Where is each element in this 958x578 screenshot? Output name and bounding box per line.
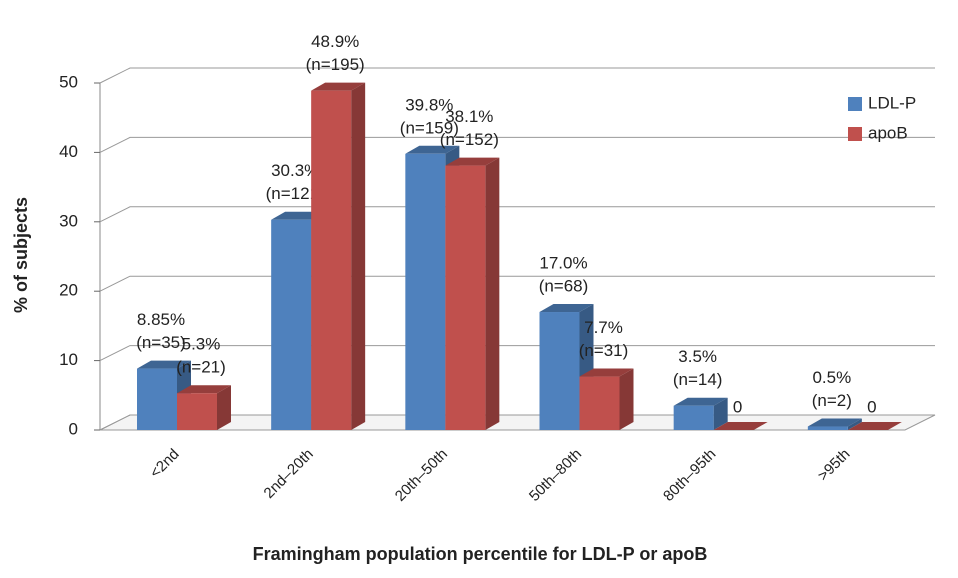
data-label: 30.3%: [271, 161, 319, 180]
grid-line: [99, 67, 935, 84]
data-label: 48.9%: [311, 32, 359, 51]
y-tick-label: 10: [59, 350, 78, 369]
x-axis-title: Framingham population percentile for LDL…: [253, 544, 708, 564]
y-tick-label: 40: [59, 142, 78, 161]
bar-side: [217, 385, 231, 430]
bar-top: [405, 145, 460, 154]
bar-top: [807, 418, 862, 427]
bar: [539, 312, 580, 430]
data-label: (n=152): [440, 130, 499, 149]
y-axis-title: % of subjects: [11, 197, 31, 313]
bar-top: [311, 82, 366, 91]
bar-top: [177, 385, 231, 394]
data-label: 5.3%: [182, 335, 221, 354]
bar-top: [445, 157, 500, 166]
bar-top: [137, 360, 191, 369]
bar: [271, 219, 312, 430]
y-tick-label: 20: [59, 281, 78, 300]
bar-side: [485, 157, 500, 430]
grid-line: [99, 345, 935, 362]
data-label: (n=21): [176, 358, 226, 377]
bar-top: [847, 422, 902, 430]
data-label: 8.85%: [137, 310, 185, 329]
x-tick-label: >95th: [815, 446, 854, 485]
bar-top: [539, 304, 594, 313]
bar-side: [619, 368, 634, 430]
bar: [405, 153, 446, 430]
x-tick-label: 50th–80th: [526, 446, 585, 505]
x-tick-label: 2nd–20th: [261, 446, 317, 502]
x-tick-label: 80th–95th: [660, 446, 719, 505]
bar: [807, 426, 848, 430]
data-label: 17.0%: [539, 254, 587, 273]
bar-top: [579, 368, 634, 377]
grid-line: [99, 136, 935, 153]
bar: [445, 165, 486, 430]
bar: [673, 405, 714, 430]
y-tick-label: 30: [59, 211, 78, 230]
bar-side: [351, 82, 366, 430]
bar-side: [847, 418, 862, 430]
legend-swatch: [848, 127, 862, 141]
data-label: (n=68): [539, 277, 589, 296]
data-label: (n=31): [579, 341, 629, 360]
y-tick-label: 50: [59, 72, 78, 91]
data-label: 7.7%: [584, 318, 623, 337]
data-label: (n=121): [266, 184, 325, 203]
data-label: (n=195): [306, 55, 365, 74]
grid-line: [99, 206, 935, 223]
data-label: (n=14): [673, 370, 723, 389]
bar-top: [673, 397, 728, 406]
y-tick-label: 0: [69, 419, 78, 438]
legend-label: apoB: [868, 123, 908, 142]
data-label: (n=159): [400, 118, 459, 137]
bar: [137, 368, 177, 430]
bar: [311, 90, 352, 430]
grid-line: [99, 275, 935, 292]
x-tick-label: <2nd: [147, 446, 183, 482]
legend-label: LDL-P: [868, 93, 916, 112]
data-label: 0.5%: [812, 368, 851, 387]
data-label: (n=35): [136, 333, 186, 352]
legend-swatch: [848, 97, 862, 111]
data-label: 38.1%: [445, 107, 493, 126]
bar: [177, 393, 217, 430]
data-label: 0: [867, 397, 876, 416]
data-label: 3.5%: [678, 347, 717, 366]
bar: [579, 376, 620, 430]
x-tick-label: 20th–50th: [392, 446, 451, 505]
data-label: 0: [733, 397, 742, 416]
data-label: (n=2): [812, 391, 852, 410]
grid-line: [99, 414, 935, 431]
bar-top: [713, 422, 768, 430]
data-label: 39.8%: [405, 95, 453, 114]
bar-side: [713, 397, 728, 430]
